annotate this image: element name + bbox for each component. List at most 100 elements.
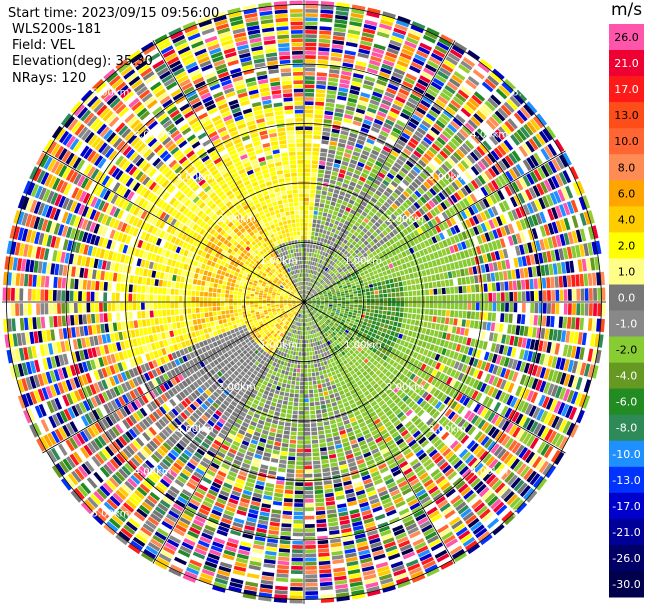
gate-cell (486, 322, 491, 331)
gate-cell (318, 254, 322, 259)
gate-cell (365, 224, 371, 230)
gate-cell (331, 44, 344, 50)
gate-cell (312, 448, 320, 453)
gate-cell (460, 210, 468, 220)
gate-cell (368, 63, 380, 71)
gate-cell (484, 221, 492, 231)
gate-cell (511, 234, 518, 245)
gate-cell (579, 273, 584, 287)
gate-cell (394, 143, 404, 151)
gate-cell (356, 257, 361, 263)
gate-cell (484, 302, 488, 311)
gate-cell (547, 222, 555, 235)
gate-cell (396, 158, 405, 166)
gate-cell (354, 299, 358, 302)
gate-cell (504, 78, 517, 91)
gate-cell (565, 261, 571, 274)
gate-cell (311, 227, 316, 232)
gate-cell (489, 71, 502, 83)
gate-cell (304, 448, 312, 453)
gate-cell (286, 366, 290, 372)
gate-cell (292, 355, 296, 360)
gate-cell (267, 538, 278, 544)
gate-cell (317, 258, 321, 263)
gate-cell (287, 380, 292, 385)
gate-cell (328, 187, 334, 193)
gate-cell (301, 352, 304, 356)
gate-cell (391, 292, 396, 297)
gate-cell (332, 388, 338, 393)
gate-cell (538, 130, 549, 144)
gate-cell (336, 448, 344, 454)
gate-cell (353, 260, 358, 265)
gate-cell (577, 259, 583, 272)
gate-cell (424, 315, 429, 322)
gate-cell (304, 515, 315, 520)
gate-cell (361, 211, 368, 217)
gate-cell (447, 171, 457, 180)
gate-cell (384, 91, 395, 99)
gate-cell (340, 165, 348, 171)
gate-cell (338, 231, 344, 237)
gate-cell (305, 71, 315, 76)
gate-cell (348, 289, 353, 293)
gate-cell (483, 155, 493, 166)
gate-cell (306, 295, 309, 299)
gate-cell (325, 273, 329, 277)
gate-cell (450, 99, 462, 109)
gate-cell (435, 323, 440, 331)
gate-cell (284, 489, 294, 494)
gate-cell (304, 381, 308, 386)
gate-cell (307, 298, 312, 301)
gate-cell (306, 281, 309, 286)
gate-cell (423, 248, 429, 255)
gate-cell (314, 397, 320, 402)
gate-cell (394, 332, 399, 338)
gate-cell (352, 120, 362, 127)
gate-cell (321, 190, 327, 196)
gate-cell (370, 197, 378, 204)
gate-cell (305, 59, 316, 64)
gate-cell (433, 206, 441, 215)
gate-cell (368, 284, 374, 288)
gate-cell (327, 290, 331, 293)
gate-cell (373, 282, 378, 287)
gate-cell (364, 115, 374, 122)
gate-cell (338, 251, 343, 257)
gate-cell (519, 219, 527, 230)
gate-cell (348, 277, 354, 282)
gate-cell (346, 226, 352, 232)
gate-cell (321, 288, 326, 292)
gate-cell (329, 277, 333, 281)
gate-cell (323, 293, 328, 296)
gate-cell (295, 473, 304, 478)
gate-cell (487, 242, 494, 252)
gate-cell (371, 279, 377, 284)
gate-cell (408, 302, 413, 308)
gate-cell (459, 128, 469, 139)
gate-cell (309, 293, 313, 296)
gate-cell (442, 88, 454, 98)
gate-cell (494, 272, 500, 281)
gate-cell (306, 273, 309, 278)
gate-cell (305, 46, 317, 51)
gate-cell (320, 224, 325, 229)
gate-cell (353, 291, 358, 294)
gate-cell (470, 179, 479, 190)
gate-cell (438, 223, 446, 231)
gate-cell (339, 264, 344, 269)
gate-cell (388, 134, 398, 142)
gate-cell (310, 257, 314, 261)
gate-cell (359, 176, 366, 183)
gate-cell (400, 112, 410, 120)
gate-cell (246, 573, 260, 579)
gate-cell (293, 519, 303, 524)
gate-cell (326, 157, 334, 163)
gate-cell (305, 524, 315, 528)
gate-cell (305, 76, 315, 80)
gate-cell (371, 333, 377, 338)
gate-cell (452, 117, 463, 127)
gate-cell (319, 250, 324, 255)
gate-cell (501, 173, 510, 184)
gate-cell (349, 244, 354, 249)
